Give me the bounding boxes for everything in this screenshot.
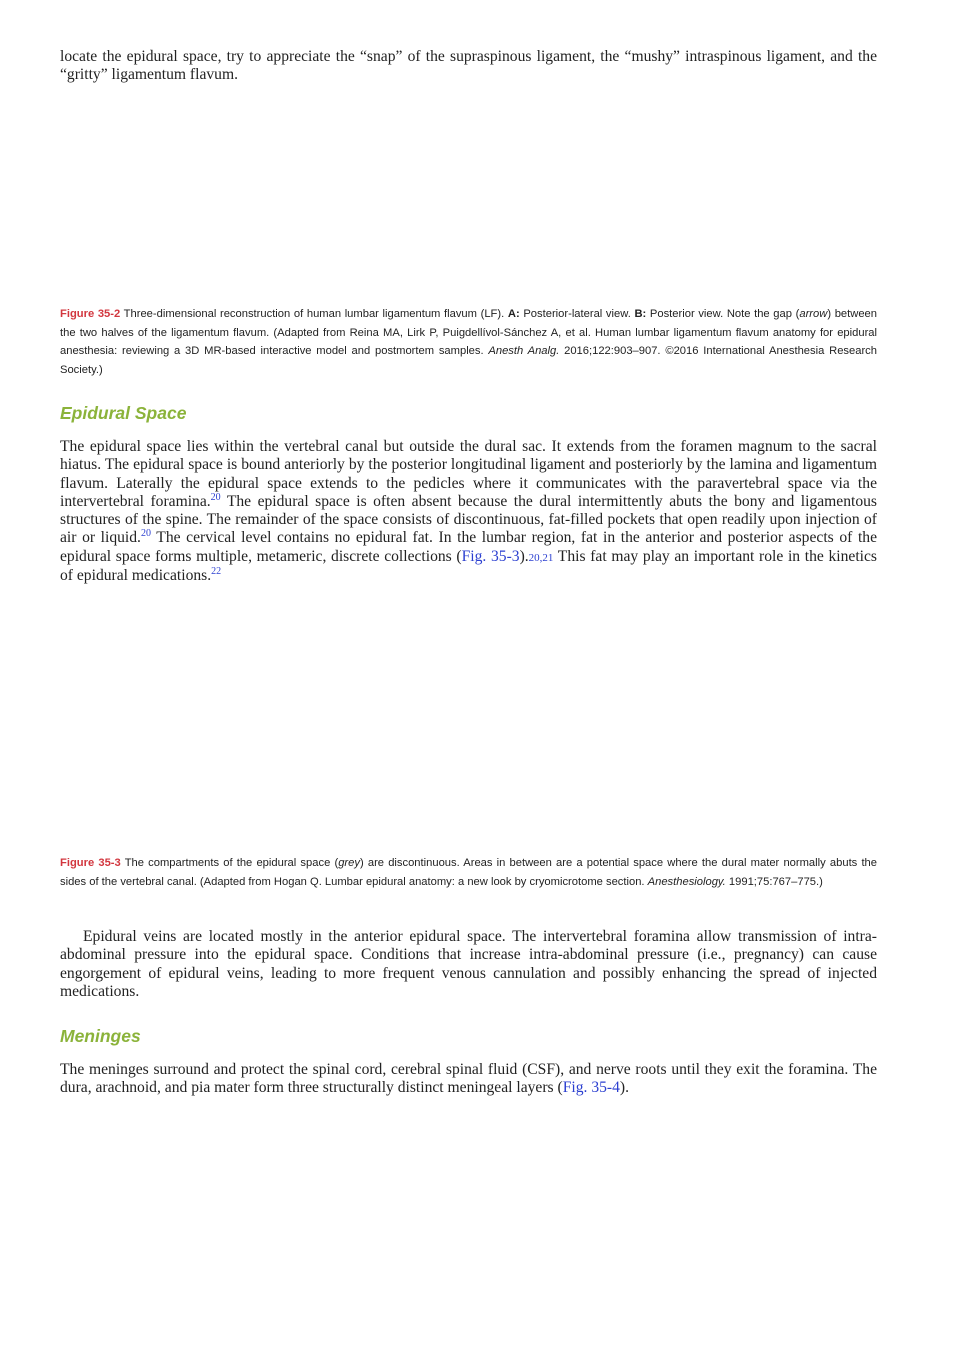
paragraph: locate the epidural space, try to apprec… (60, 48, 877, 85)
figure-link[interactable]: Fig. 35-3 (461, 547, 520, 565)
text: Three-dimensional reconstruction of huma… (120, 308, 508, 320)
text: grey (338, 857, 360, 869)
section-heading: Meninges (60, 1026, 141, 1046)
text: The epidural space is often absent becau… (60, 492, 877, 547)
text: This fat may play an important role in t… (60, 547, 877, 585)
text: locate the epidural space, try to apprec… (60, 48, 877, 84)
text: ). (619, 1079, 629, 1097)
section-heading: Epidural Space (60, 403, 187, 423)
text: Posterior-lateral view. (519, 308, 635, 320)
citation: 20 (210, 491, 221, 503)
paragraph: The meninges surround and protect the sp… (60, 1061, 877, 1098)
paragraph: Epidural veins are located mostly in the… (60, 928, 877, 1001)
citation: 22 (211, 565, 222, 577)
text: 2016;122:903–907. ©2016 International An… (60, 345, 877, 376)
paragraph: The epidural space lies within the verte… (60, 438, 877, 585)
text: ) are discontinuous. Areas in between ar… (60, 857, 877, 888)
text: The meninges surround and protect the sp… (60, 1061, 877, 1097)
text: Epidural veins are located mostly in the… (60, 928, 877, 1000)
text: The epidural space lies within the verte… (60, 438, 877, 510)
citation: 20,21 (528, 551, 554, 564)
figure-caption: Figure 35-2 Three-dimensional reconstruc… (60, 305, 877, 379)
figure-label: Figure 35-2 (60, 308, 121, 320)
figure-label: Figure 35-3 (60, 857, 121, 869)
figure-link[interactable]: Fig. 35-4 (562, 1079, 620, 1097)
text: ) between the two halves of the ligament… (60, 308, 877, 358)
text: Anesth Analg. (488, 345, 560, 358)
citation: 20 (140, 528, 151, 540)
text: The compartments of the epidural space ( (120, 857, 339, 869)
figure-caption: Figure 35-3 The compartments of the epid… (60, 854, 877, 891)
text: Posterior view. Note the gap ( (646, 308, 800, 320)
text: The cervical level contains no epidural … (60, 529, 877, 565)
text: arrow (799, 308, 828, 320)
text: ). (519, 547, 529, 565)
text: 1991;75:767–775.) (725, 875, 823, 888)
text: B: (634, 308, 647, 320)
text: A: (507, 308, 520, 320)
text: Anesthesiology. (647, 875, 726, 888)
